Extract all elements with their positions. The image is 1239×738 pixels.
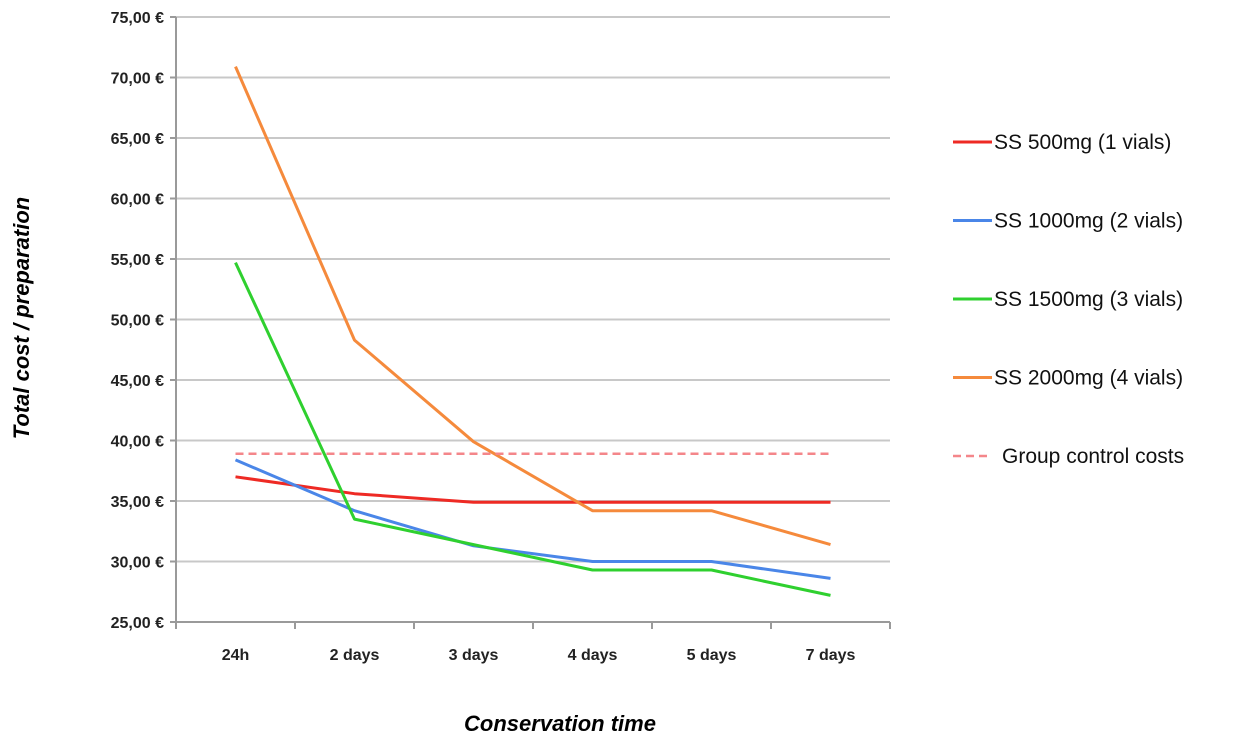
legend-label: Group control costs — [1002, 445, 1184, 468]
y-tick-label: 50,00 € — [111, 313, 164, 330]
legend-label: SS 1500mg (3 vials) — [994, 288, 1183, 311]
series-line-4 — [234, 66, 831, 547]
x-tick-label: 3 days — [449, 647, 499, 664]
y-tick-label: 30,00 € — [111, 555, 164, 572]
y-axis-ticks: 25,00 € 30,00 € 35,00 € 40,00 € 45,00 € 50,00… — [111, 10, 164, 632]
x-tick-label: 5 days — [687, 647, 737, 664]
y-tick-label: 65,00 € — [111, 131, 164, 148]
y-tick-label: 45,00 € — [111, 373, 164, 390]
legend-label: SS 2000mg (4 vials) — [994, 367, 1183, 390]
y-tick-label: 70,00 € — [111, 71, 164, 88]
y-axis-title: Total cost / preparation — [9, 197, 34, 439]
x-tick-label: 7 days — [806, 647, 856, 664]
series-line-1 — [235, 475, 831, 504]
x-tick-label: 24h — [222, 647, 250, 664]
y-tick-label: 35,00 € — [111, 494, 164, 511]
x-axis-title: Conservation time — [464, 711, 656, 736]
y-tick-label: 40,00 € — [111, 434, 164, 451]
x-axis: 24h 2 days 3 days 4 days 5 days 7 days — [175, 622, 891, 664]
y-tick-label: 75,00 € — [111, 10, 164, 27]
series-lines — [234, 66, 831, 597]
series-line-3 — [234, 261, 831, 597]
legend: SS 500mg (1 vials) SS 1000mg (2 vials) SS … — [953, 131, 1184, 468]
y-tick-label: 60,00 € — [111, 192, 164, 209]
legend-label: SS 500mg (1 vials) — [994, 131, 1171, 154]
x-tick-label: 2 days — [330, 647, 380, 664]
series-line-2 — [234, 458, 831, 580]
y-tick-label: 55,00 € — [111, 252, 164, 269]
x-tick-label: 4 days — [568, 647, 618, 664]
y-tick-label: 25,00 € — [111, 615, 164, 632]
legend-label: SS 1000mg (2 vials) — [994, 210, 1183, 233]
